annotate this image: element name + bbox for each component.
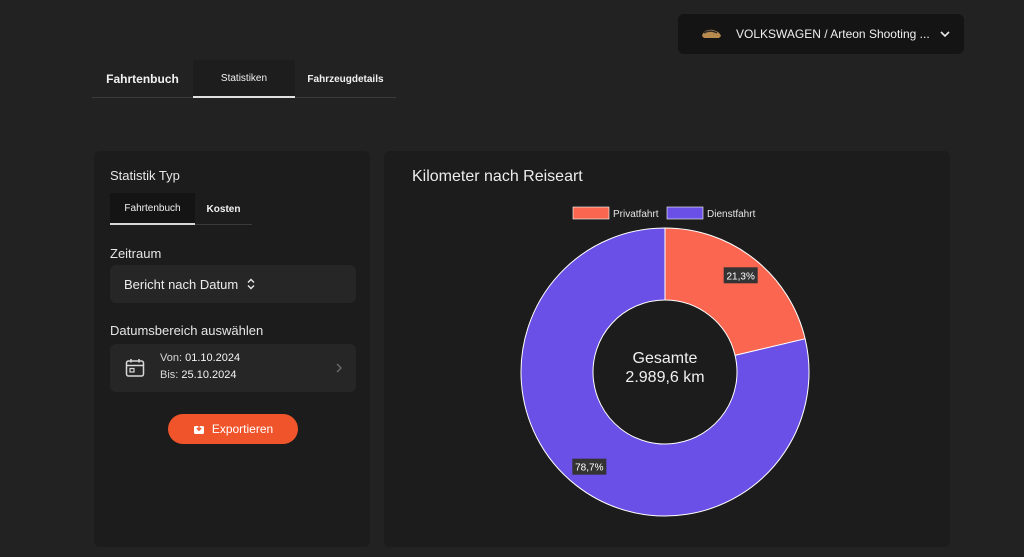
tab-statistiken[interactable]: Statistiken (193, 60, 295, 98)
report-type-select[interactable]: Bericht nach Datum (110, 265, 356, 303)
subtab-kosten[interactable]: Kosten (206, 203, 241, 215)
export-label: Exportieren (211, 422, 274, 436)
main-tabs: Fahrtenbuch Statistiken Fahrzeugdetails (92, 60, 396, 98)
chevron-right-icon (336, 363, 342, 373)
svg-text:21,3%: 21,3% (727, 271, 755, 282)
updown-chevron-icon (247, 278, 255, 290)
vehicle-name: VOLKSWAGEN / Arteon Shooting ... (736, 27, 930, 41)
car-icon (702, 29, 721, 38)
date-to: Bis: 25.10.2024 (160, 369, 236, 381)
vehicle-selector[interactable]: VOLKSWAGEN / Arteon Shooting ... (678, 14, 964, 54)
date-range-picker[interactable]: Von: 01.10.2024 Bis: 25.10.2024 (110, 344, 356, 392)
date-from-label: Von: (160, 352, 183, 364)
export-button[interactable]: Exportieren (168, 414, 298, 444)
chart-panel: Kilometer nach Reiseart Privatfahrt Diens… (384, 151, 950, 547)
chart-slices (520, 227, 810, 517)
donut-chart: Privatfahrt Dienstfahrt 21,3% 78,7% Gesamt… (520, 206, 810, 517)
date-to-label: Bis: (160, 369, 179, 381)
date-from-value: 01.10.2024 (185, 352, 241, 364)
legend-item-dienstfahrt[interactable]: Dienstfahrt (666, 206, 756, 220)
chart-title: Kilometer nach Reiseart (412, 168, 583, 185)
slice-privatfahrt[interactable] (664, 227, 806, 357)
date-from: Von: 01.10.2024 (160, 352, 240, 364)
zeitraum-label: Zeitraum (110, 246, 162, 261)
svg-text:Privatfahrt: Privatfahrt (613, 209, 659, 220)
chart-value-labels: 21,3% 78,7% (572, 267, 758, 475)
calendar-icon (125, 359, 145, 377)
tab-fahrtenbuch[interactable]: Fahrtenbuch (106, 72, 179, 86)
svg-text:Dienstfahrt: Dienstfahrt (707, 209, 756, 220)
chart-legend: Privatfahrt Dienstfahrt (572, 206, 756, 220)
legend-item-privatfahrt[interactable]: Privatfahrt (572, 206, 659, 220)
download-icon (193, 424, 204, 434)
date-to-value: 25.10.2024 (181, 369, 237, 381)
statistik-type-tabs: Fahrtenbuch Kosten (110, 193, 252, 225)
statistik-typ-label: Statistik Typ (110, 168, 180, 183)
svg-text:78,7%: 78,7% (575, 463, 603, 474)
value-label-dienstfahrt: 78,7% (572, 458, 607, 475)
tab-fahrzeugdetails[interactable]: Fahrzeugdetails (307, 73, 384, 85)
datumsbereich-label: Datumsbereich auswählen (110, 323, 264, 338)
donut-center-label: Gesamte (633, 350, 698, 367)
statistics-settings-panel: Statistik Typ Fahrtenbuch Kosten Zeitrau… (94, 151, 370, 547)
slice-dienstfahrt[interactable] (520, 227, 810, 517)
report-type-value: Bericht nach Datum (124, 276, 239, 292)
subtab-fahrtenbuch[interactable]: Fahrtenbuch (110, 193, 195, 225)
value-label-privatfahrt: 21,3% (723, 267, 758, 284)
donut-center-total: 2.989,6 km (625, 369, 704, 386)
chevron-down-icon (940, 31, 950, 38)
